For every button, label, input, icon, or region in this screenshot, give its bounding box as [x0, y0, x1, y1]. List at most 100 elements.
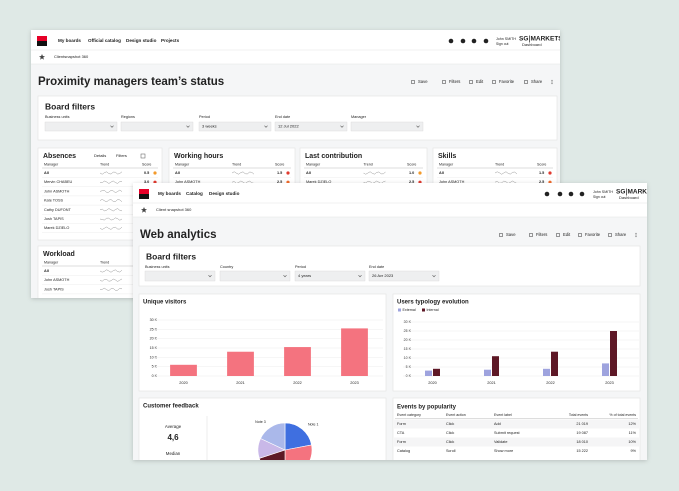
front-window: My boards Catalog Design studio John SMITHS…	[133, 188, 647, 460]
header-icon[interactable]	[460, 38, 466, 44]
header-icon[interactable]	[557, 191, 563, 197]
filter-select[interactable]	[219, 270, 291, 282]
nav-item[interactable]: Design studio	[209, 191, 240, 196]
column-header: % of total events	[609, 413, 636, 417]
header-icon[interactable]	[483, 38, 489, 44]
card-title: Workload	[43, 251, 75, 258]
more-dot[interactable]	[551, 79, 553, 81]
toolbar-button[interactable]: Edit	[476, 79, 484, 84]
y-tick-label: 15 K	[150, 346, 158, 350]
filter-select[interactable]	[144, 270, 216, 282]
bar	[227, 351, 254, 376]
stat-value: 4,6	[167, 433, 179, 442]
row-name: All	[439, 171, 444, 175]
filter-label: End date	[369, 265, 384, 269]
more-dot[interactable]	[635, 236, 637, 238]
toolbar-icon	[578, 233, 582, 237]
trend-sparkline	[99, 180, 123, 184]
more-dot[interactable]	[551, 83, 553, 85]
more-dot[interactable]	[551, 81, 553, 83]
header-icon[interactable]	[471, 38, 477, 44]
card-icon[interactable]	[140, 153, 146, 159]
row-name: Marek DZIELO	[306, 180, 331, 184]
toolbar-button[interactable]: Share	[615, 232, 627, 237]
nav-item[interactable]: Design studio	[126, 38, 157, 43]
logo-bottom	[37, 41, 47, 46]
row-name: John ASMOTH	[439, 180, 465, 184]
filter-select[interactable]	[368, 270, 440, 282]
score-dot	[418, 180, 422, 184]
toolbar-button[interactable]: Save	[418, 79, 428, 84]
user-name: John SMITH	[496, 37, 516, 41]
sign-out[interactable]: Sign out	[496, 42, 508, 46]
more-dot[interactable]	[635, 232, 637, 234]
toolbar-button[interactable]: Filters	[449, 79, 460, 84]
header-icon[interactable]	[568, 191, 574, 197]
favorite-star[interactable]	[141, 207, 147, 213]
brand-sg: SG	[616, 189, 625, 196]
filter-select[interactable]	[120, 121, 194, 132]
toolbar-button[interactable]: Edit	[563, 232, 571, 237]
table-cell: 19 087	[576, 431, 588, 435]
filter-select[interactable]	[44, 121, 118, 132]
filter-select[interactable]	[198, 121, 272, 132]
sign-out[interactable]: Sign out	[593, 195, 605, 199]
nav-item[interactable]: My boards	[58, 38, 81, 43]
toolbar-button[interactable]: Favorite	[585, 232, 601, 237]
table-cell: Scroll	[446, 449, 456, 453]
nav-item[interactable]: Catalog	[186, 191, 203, 196]
column-header: Trend	[232, 162, 241, 166]
column-header: Manager	[306, 162, 321, 166]
card-title: Working hours	[174, 153, 223, 160]
filter-select[interactable]	[274, 121, 348, 132]
row-score: 2.5	[277, 180, 282, 184]
nav-item[interactable]: Projects	[161, 38, 180, 43]
x-tick-label: 2022	[293, 381, 301, 385]
toolbar-button[interactable]: Filters	[536, 232, 547, 237]
card-action[interactable]: Filters	[116, 153, 127, 158]
filter-label: Manager	[351, 115, 367, 119]
column-header: Score	[142, 162, 151, 166]
table-cell: Click	[446, 440, 454, 444]
nav-item[interactable]: My boards	[158, 191, 181, 196]
brand-sg: SG	[519, 36, 528, 43]
logo-bottom	[139, 194, 149, 199]
row-stripe	[394, 419, 639, 429]
score-dot	[548, 171, 552, 175]
legend-label: Internal	[427, 308, 439, 312]
header-icon[interactable]	[544, 191, 550, 197]
y-tick-label: 25 K	[150, 327, 158, 331]
toolbar-button[interactable]: Favorite	[499, 79, 515, 84]
toolbar-button[interactable]: Share	[531, 79, 543, 84]
page-title: Proximity managers team’s status	[38, 76, 224, 88]
favorite-star[interactable]	[39, 54, 45, 60]
brand-markets: MARKETS	[531, 36, 564, 43]
toolbar-icon	[411, 80, 415, 84]
row-score: 1.5	[539, 171, 544, 175]
more-dot[interactable]	[635, 234, 637, 236]
column-header: Manager	[439, 162, 454, 166]
card-action[interactable]: Details	[94, 153, 106, 158]
bar	[425, 370, 432, 376]
toolbar-button[interactable]: Save	[506, 232, 516, 237]
column-header: Trend	[100, 260, 109, 264]
row-name: Mervin CHABEU	[44, 180, 73, 184]
row-score: 2.5	[409, 180, 414, 184]
nav-item[interactable]: Official catalog	[88, 38, 121, 43]
trend-sparkline	[99, 278, 123, 282]
bar	[433, 368, 440, 376]
header-icon[interactable]	[579, 191, 585, 197]
header-icon[interactable]	[448, 38, 454, 44]
filter-select[interactable]	[350, 121, 424, 132]
chevron	[110, 125, 114, 128]
chart-title: Users typology evolution	[397, 300, 469, 306]
breadcrumb: Clientsnapshot 360	[54, 54, 89, 59]
filter-label: Period	[199, 115, 210, 119]
trend-sparkline	[231, 171, 255, 175]
toolbar-icon	[442, 80, 446, 84]
card-title: Last contribution	[305, 153, 362, 160]
logo-top	[139, 189, 149, 194]
filter-select[interactable]	[294, 270, 366, 282]
table-cell: Show more	[494, 449, 513, 453]
row-name: John ASMOTH	[44, 278, 70, 282]
